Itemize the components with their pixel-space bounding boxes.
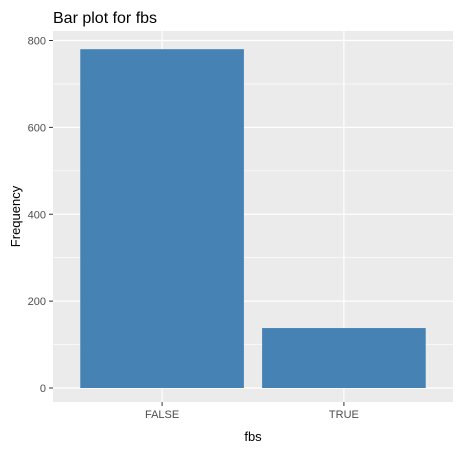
x-tick-label: TRUE [329,409,359,421]
y-tick-label: 800 [28,36,46,48]
y-tick-label: 200 [28,296,46,308]
x-axis-title: fbs [244,429,262,444]
y-axis: 0 200 400 600 800 [28,36,53,395]
y-tick-label: 0 [40,383,46,395]
chart-title: Bar plot for fbs [53,10,157,27]
y-tick-label: 600 [28,122,46,134]
x-axis: FALSE TRUE [145,402,359,421]
bars [80,49,426,388]
bar-false [80,49,244,388]
bar-true [262,328,426,388]
x-tick-label: FALSE [145,409,179,421]
y-tick-label: 400 [28,209,46,221]
y-axis-title: Frequency [8,185,23,247]
